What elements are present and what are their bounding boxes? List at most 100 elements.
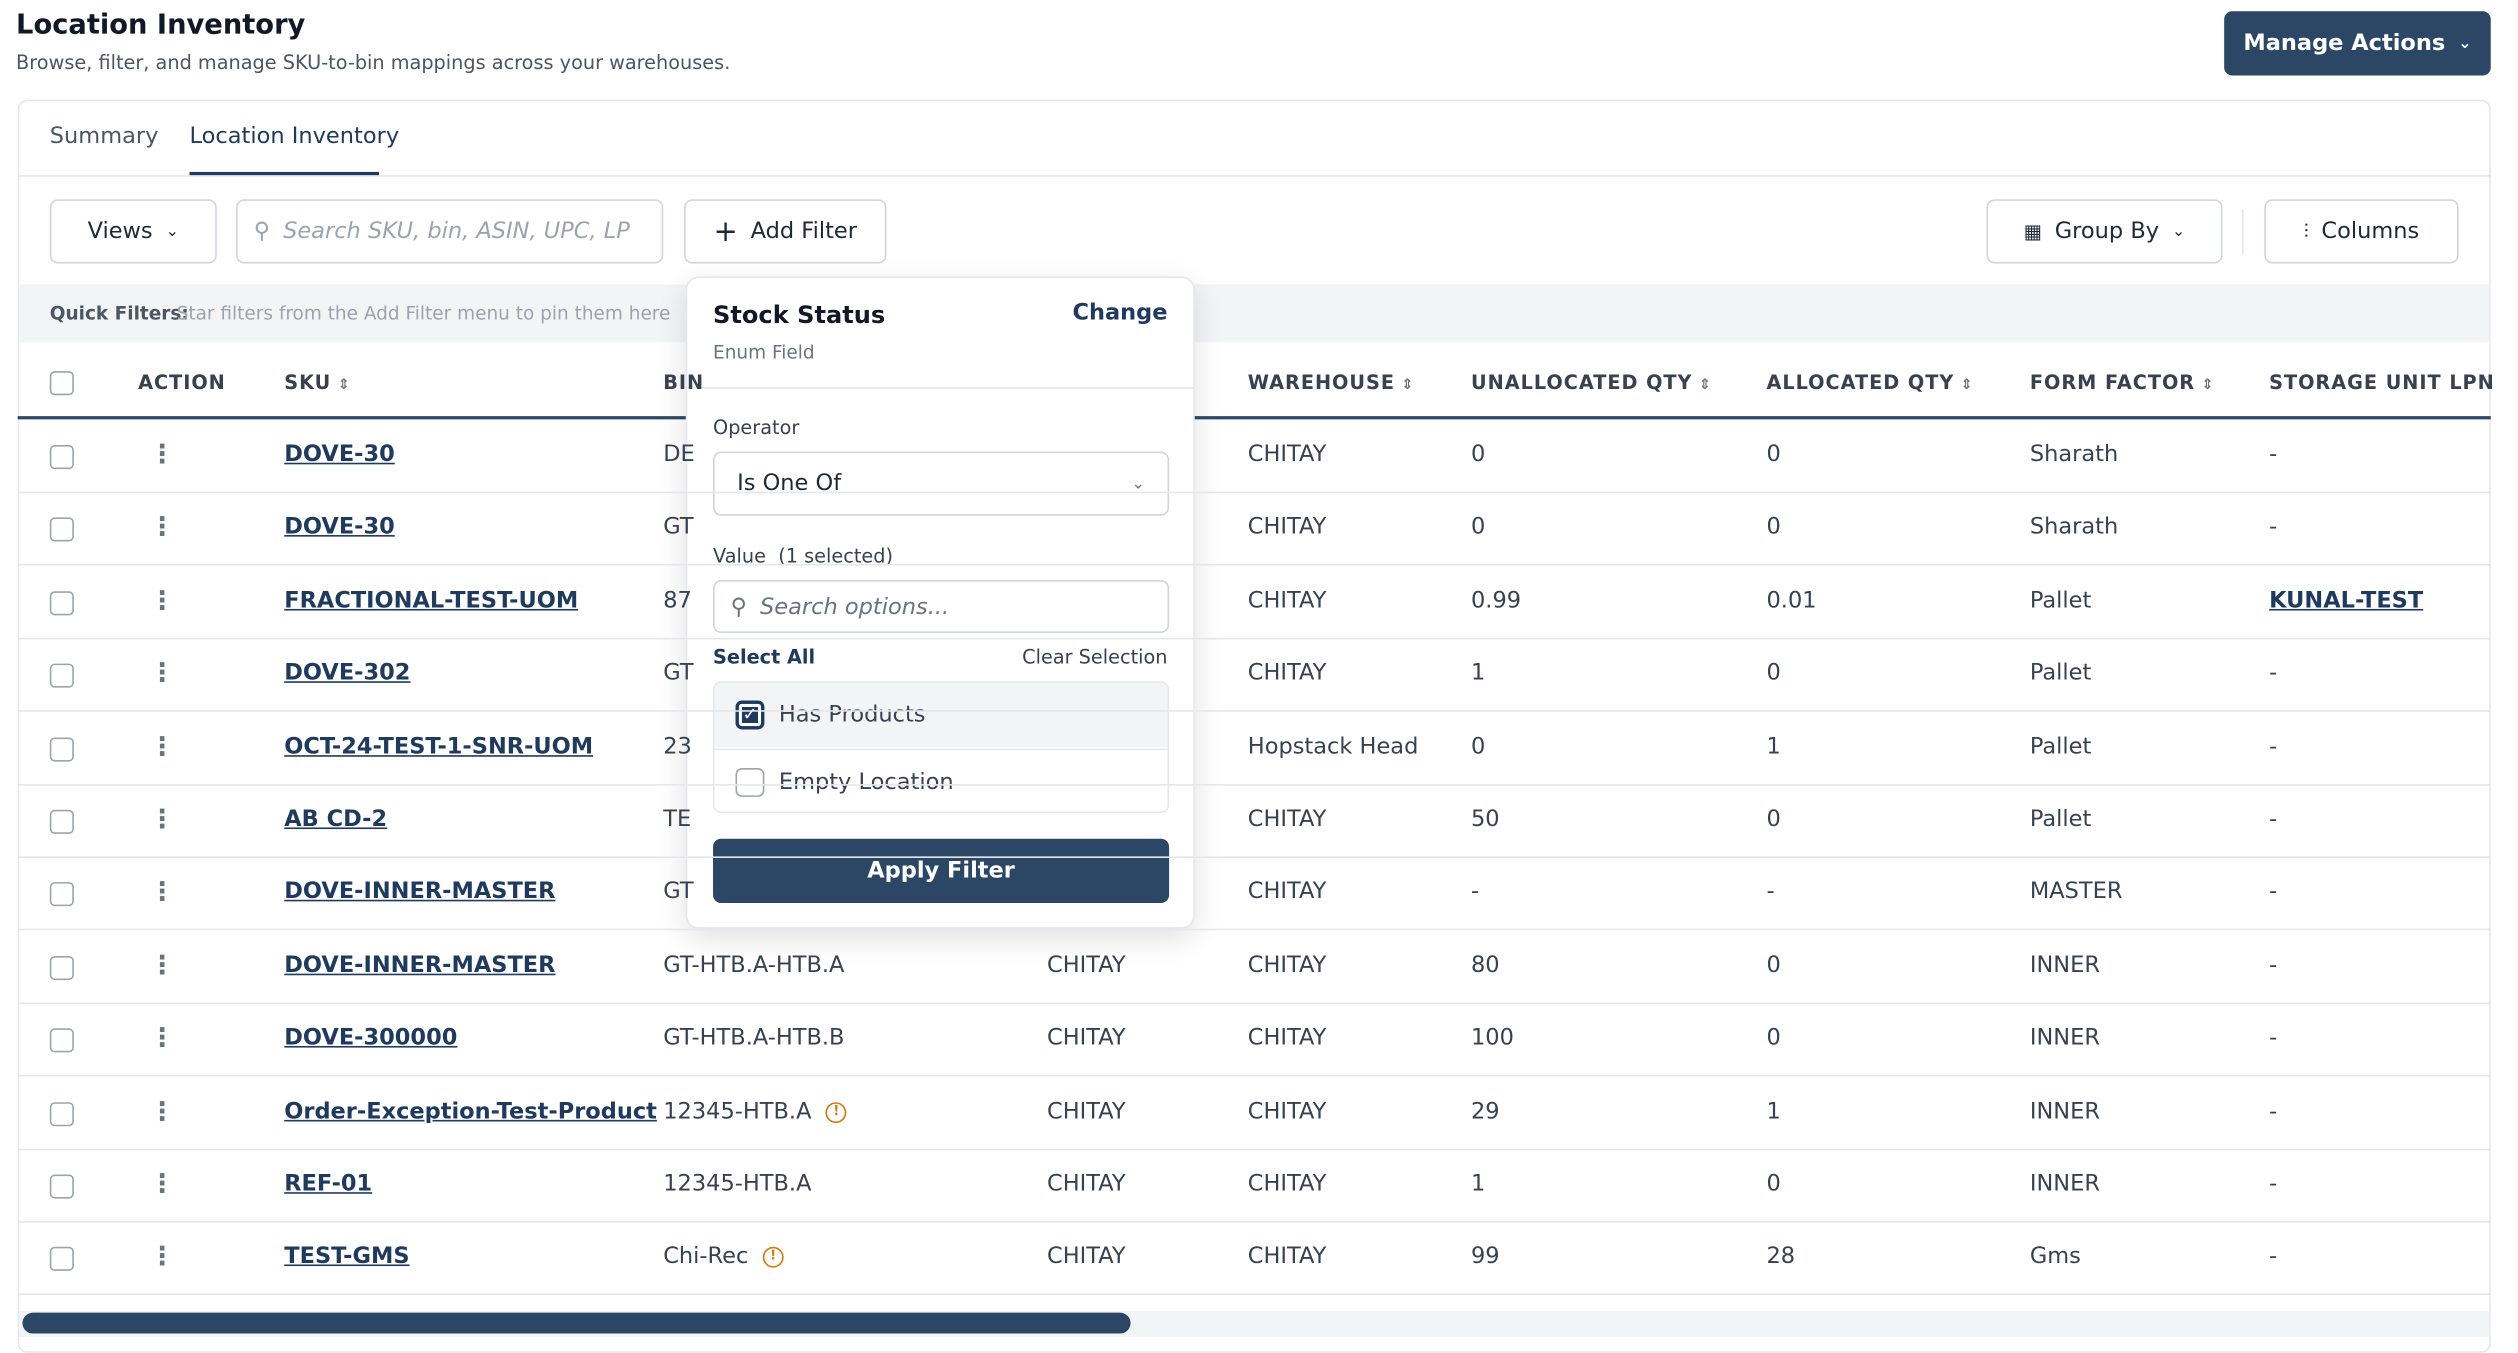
column-header-label: STORAGE UNIT LPN xyxy=(2269,371,2495,394)
tab[interactable]: Location Inventory xyxy=(189,123,400,150)
row-border xyxy=(17,1148,2491,1150)
location-cell: CHITAY xyxy=(1047,1098,1126,1125)
clear-selection[interactable]: Clear Selection xyxy=(1022,645,1168,669)
value-count: (1 selected) xyxy=(778,544,893,568)
row-action-menu[interactable]: ⋮ xyxy=(149,803,176,834)
row-border xyxy=(17,1075,2491,1077)
tab-divider xyxy=(17,175,2491,177)
page-subtitle: Browse, filter, and manage SKU-to-bin ma… xyxy=(16,51,731,74)
select-all[interactable]: Select All xyxy=(713,645,816,669)
row-checkbox[interactable] xyxy=(49,882,74,907)
sku-cell[interactable]: DOVE-300000 xyxy=(284,1025,458,1052)
warehouse-cell: CHITAY xyxy=(1247,587,1327,614)
unallocated-cell: 99 xyxy=(1471,1244,1500,1270)
bin-cell: 87 xyxy=(663,587,692,614)
row-action-menu[interactable]: ⋮ xyxy=(149,1241,176,1272)
columns-label: Columns xyxy=(2321,218,2420,245)
unallocated-cell: 1 xyxy=(1471,660,1486,687)
form-factor-cell: Sharath xyxy=(2029,441,2119,468)
allocated-cell: 0 xyxy=(1766,660,1781,687)
add-filter-button[interactable]: + Add Filter xyxy=(684,199,887,264)
row-border xyxy=(17,564,2491,567)
row-action-menu[interactable]: ⋮ xyxy=(149,1168,176,1199)
row-checkbox[interactable] xyxy=(49,955,74,980)
form-factor-cell: Gms xyxy=(2029,1244,2081,1270)
row-checkbox[interactable] xyxy=(49,1101,74,1126)
sort-icon: ⇕ xyxy=(2201,377,2215,394)
row-checkbox[interactable] xyxy=(49,1174,74,1199)
option-row[interactable]: ✓ Has Products xyxy=(714,682,1168,748)
row-checkbox[interactable] xyxy=(49,1028,74,1053)
row-checkbox[interactable] xyxy=(49,1247,74,1272)
sku-cell[interactable]: FRACTIONAL-TEST-UOM xyxy=(284,587,579,614)
form-factor-cell: Pallet xyxy=(2029,587,2092,614)
sku-cell[interactable]: DOVE-INNER-MASTER xyxy=(284,952,556,979)
bin-cell: GT xyxy=(663,514,694,541)
row-action-menu[interactable]: ⋮ xyxy=(149,584,176,616)
allocated-cell: 0 xyxy=(1766,806,1781,833)
sku-cell[interactable]: TEST-GMS xyxy=(284,1244,410,1270)
scrollbar-thumb[interactable] xyxy=(22,1312,1131,1334)
operator-select[interactable]: Is One Of ⌄ xyxy=(713,451,1170,516)
option-checkbox xyxy=(735,768,765,797)
sku-cell[interactable]: DOVE-30 xyxy=(284,441,395,468)
row-action-menu[interactable]: ⋮ xyxy=(149,1095,176,1126)
apply-filter-button[interactable]: Apply Filter xyxy=(713,838,1170,903)
row-action-menu[interactable]: ⋮ xyxy=(149,949,176,980)
change-link[interactable]: Change xyxy=(1072,300,1168,327)
row-action-menu[interactable]: ⋮ xyxy=(149,657,176,688)
row-checkbox[interactable] xyxy=(49,809,74,834)
row-action-menu[interactable]: ⋮ xyxy=(149,876,176,907)
select-all-rows[interactable] xyxy=(49,371,74,396)
allocated-cell: 0 xyxy=(1766,514,1781,541)
row-action-menu[interactable]: ⋮ xyxy=(149,1022,176,1053)
views-button[interactable]: Views ⌄ xyxy=(49,199,217,264)
warehouse-cell: CHITAY xyxy=(1247,441,1327,468)
bin-cell: GT xyxy=(663,879,694,906)
sku-cell[interactable]: DOVE-INNER-MASTER xyxy=(284,879,556,906)
unallocated-cell: 0.99 xyxy=(1471,587,1522,614)
bin-cell: TE xyxy=(663,806,692,833)
group-by-button[interactable]: ▦ Group By ⌄ xyxy=(1986,199,2223,264)
lpn-cell[interactable]: KUNAL-TEST xyxy=(2269,587,2424,614)
row-action-menu[interactable]: ⋮ xyxy=(149,730,176,761)
form-factor-cell: Pallet xyxy=(2029,806,2092,833)
lpn-cell: - xyxy=(2269,1098,2278,1125)
popover-divider xyxy=(687,387,1194,389)
row-checkbox[interactable] xyxy=(49,736,74,761)
option-row[interactable]: Empty Location xyxy=(714,748,1168,812)
unallocated-cell: 0 xyxy=(1471,441,1486,468)
sku-cell[interactable]: AB CD-2 xyxy=(284,806,388,833)
row-checkbox[interactable] xyxy=(49,517,74,543)
row-action-menu[interactable]: ⋮ xyxy=(149,511,176,543)
warehouse-cell: CHITAY xyxy=(1247,1244,1327,1270)
warehouse-cell: CHITAY xyxy=(1247,1098,1327,1125)
row-border xyxy=(17,856,2491,858)
column-header-label: UNALLOCATED QTY xyxy=(1471,371,1693,394)
row-checkbox[interactable] xyxy=(49,663,74,688)
warehouse-cell: CHITAY xyxy=(1247,879,1327,906)
columns-button[interactable]: ⫶ Columns xyxy=(2264,199,2459,264)
column-header: BIN xyxy=(663,371,704,393)
popover-title: Stock Status xyxy=(713,300,886,330)
manage-actions-button[interactable]: Manage Actions ⌄ xyxy=(2224,11,2491,76)
sku-cell[interactable]: DOVE-302 xyxy=(284,660,411,687)
form-factor-cell: INNER xyxy=(2029,1098,2100,1125)
row-checkbox[interactable] xyxy=(49,445,74,470)
search-input[interactable]: ⚲ Search SKU, bin, ASIN, UPC, LP xyxy=(236,199,664,264)
sku-cell[interactable]: OCT-24-TEST-1-SNR-UOM xyxy=(284,733,594,760)
option-search[interactable]: ⚲ Search options... xyxy=(713,580,1170,634)
bin-warning-icon: ! xyxy=(762,1247,784,1269)
column-header: STORAGE UNIT LPN xyxy=(2269,371,2495,393)
sku-cell[interactable]: DOVE-30 xyxy=(284,514,395,541)
sort-icon: ⇕ xyxy=(1401,377,1415,394)
sku-cell[interactable]: REF-01 xyxy=(284,1171,373,1197)
sort-icon: ⇕ xyxy=(337,377,351,394)
bin-cell: 23 xyxy=(663,733,692,760)
tab[interactable]: Summary xyxy=(49,123,159,150)
row-checkbox[interactable] xyxy=(49,590,74,616)
sku-cell[interactable]: Order-Exception-Test-Product xyxy=(284,1098,657,1125)
warehouse-cell: CHITAY xyxy=(1247,660,1327,687)
option-label: Has Products xyxy=(778,702,926,728)
row-action-menu[interactable]: ⋮ xyxy=(149,438,176,470)
